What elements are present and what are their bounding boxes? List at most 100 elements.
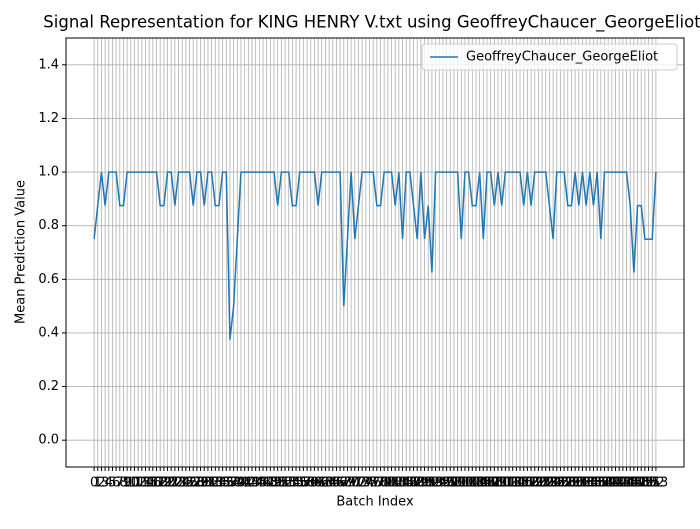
x-tick-label: 62	[313, 476, 330, 491]
x-tick-label: 29	[192, 476, 209, 491]
x-tick-label: 27	[185, 476, 202, 491]
line	[93, 171, 657, 340]
x-tick-label: 140	[596, 476, 621, 491]
x-tick-label: 80	[380, 476, 397, 491]
x-tick-label: 118	[515, 476, 540, 491]
x-tick-label: 147	[621, 476, 646, 491]
x-tick-label: 42	[240, 476, 257, 491]
x-tick-label: 51	[273, 476, 290, 491]
x-tick-label: 43	[244, 476, 261, 491]
x-tick-label: 92	[424, 476, 441, 491]
x-tick-label: 49	[266, 476, 283, 491]
x-tick-label: 9	[123, 476, 131, 491]
x-tick-label: 63	[317, 476, 334, 491]
x-tick-label: 24	[174, 476, 191, 491]
x-tick-label: 151	[636, 476, 661, 491]
x-tick-label: 30	[196, 476, 213, 491]
x-tick-label: 74	[358, 476, 375, 491]
x-tick-label: 130	[559, 476, 584, 491]
x-tick-label: 102	[456, 476, 481, 491]
y-tick-label: 1.4	[38, 57, 59, 72]
x-tick-label: 99	[449, 476, 466, 491]
x-tick-label: 73	[354, 476, 371, 491]
x-tick-label: 146	[618, 476, 643, 491]
y-axis-label: Mean Prediction Value	[14, 180, 29, 324]
x-tick-label: 52	[277, 476, 294, 491]
x-tick-label: 94	[431, 476, 448, 491]
x-tick-label: 122	[530, 476, 555, 491]
x-tick-label: 81	[383, 476, 400, 491]
x-tick-label: 79	[376, 476, 393, 491]
x-tick-label: 12	[130, 476, 147, 491]
x-tick-label: 126	[544, 476, 569, 491]
x-tick-label: 32	[203, 476, 220, 491]
legend-box	[421, 43, 678, 71]
x-tick-label: 68	[336, 476, 353, 491]
x-tick-label: 4	[105, 476, 113, 491]
y-tick-label: 1.2	[38, 111, 59, 126]
x-tick-label: 1	[94, 476, 102, 491]
x-tick-label: 2	[97, 476, 105, 491]
x-tick-label: 8	[119, 476, 127, 491]
x-tick-label: 105	[467, 476, 492, 491]
x-tick-label: 37	[222, 476, 239, 491]
x-tick-label: 129	[555, 476, 580, 491]
x-tick-label: 46	[255, 476, 272, 491]
x-tick-label: 149	[629, 476, 654, 491]
x-tick-label: 136	[581, 476, 606, 491]
x-tick-label: 35	[214, 476, 231, 491]
x-tick-label: 47	[258, 476, 275, 491]
x-tick-label: 65	[324, 476, 341, 491]
x-tick-label: 56	[291, 476, 308, 491]
x-tick-label: 127	[548, 476, 573, 491]
x-tick-label: 7	[116, 476, 124, 491]
x-tick-label: 139	[592, 476, 617, 491]
x-tick-label: 14	[137, 476, 154, 491]
x-tick-label: 113	[497, 476, 522, 491]
x-tick-label: 108	[478, 476, 503, 491]
x-tick-label: 41	[236, 476, 253, 491]
x-tick-label: 138	[588, 476, 613, 491]
chart-title: Signal Representation for KING HENRY V.t…	[43, 13, 700, 33]
x-tick-label: 55	[288, 476, 305, 491]
x-tick-label: 45	[251, 476, 268, 491]
x-tick-label: 101	[453, 476, 478, 491]
x-tick-label: 152	[640, 476, 665, 491]
x-tick-label: 115	[504, 476, 529, 491]
x-tick-label: 91	[420, 476, 437, 491]
x-tick-label: 109	[482, 476, 507, 491]
x-tick-label: 75	[361, 476, 378, 491]
x-tick-label: 128	[552, 476, 577, 491]
x-tick-label: 59	[302, 476, 319, 491]
x-tick-label: 6	[112, 476, 120, 491]
x-tick-label: 70	[343, 476, 360, 491]
x-tick-label: 5	[108, 476, 116, 491]
x-tick-label: 39	[229, 476, 246, 491]
x-tick-label: 11	[126, 476, 143, 491]
x-tick-label: 87	[405, 476, 422, 491]
x-tick-label: 103	[460, 476, 485, 491]
x-tick-label: 132	[566, 476, 591, 491]
x-tick-label: 76	[365, 476, 382, 491]
x-tick-label: 107	[475, 476, 500, 491]
x-tick-label: 90	[416, 476, 433, 491]
y-tick-label: 0.0	[38, 433, 59, 448]
y-tick-label: 0.4	[38, 325, 59, 340]
x-tick-label: 82	[387, 476, 404, 491]
x-tick-label: 106	[471, 476, 496, 491]
x-tick-label: 137	[585, 476, 610, 491]
x-tick-label: 15	[141, 476, 158, 491]
x-tick-label: 117	[511, 476, 536, 491]
x-tick-label: 66	[328, 476, 345, 491]
x-tick-label: 150	[632, 476, 657, 491]
x-tick-label: 22	[167, 476, 184, 491]
x-tick-label: 21	[163, 476, 180, 491]
x-tick-label: 0	[90, 476, 98, 491]
x-tick-label: 40	[233, 476, 250, 491]
x-tick-label: 36	[218, 476, 235, 491]
x-tick-label: 53	[280, 476, 297, 491]
x-tick-label: 18	[152, 476, 169, 491]
x-tick-label: 97	[442, 476, 459, 491]
y-tick-label: 1.0	[38, 165, 59, 180]
x-tick-label: 114	[500, 476, 525, 491]
